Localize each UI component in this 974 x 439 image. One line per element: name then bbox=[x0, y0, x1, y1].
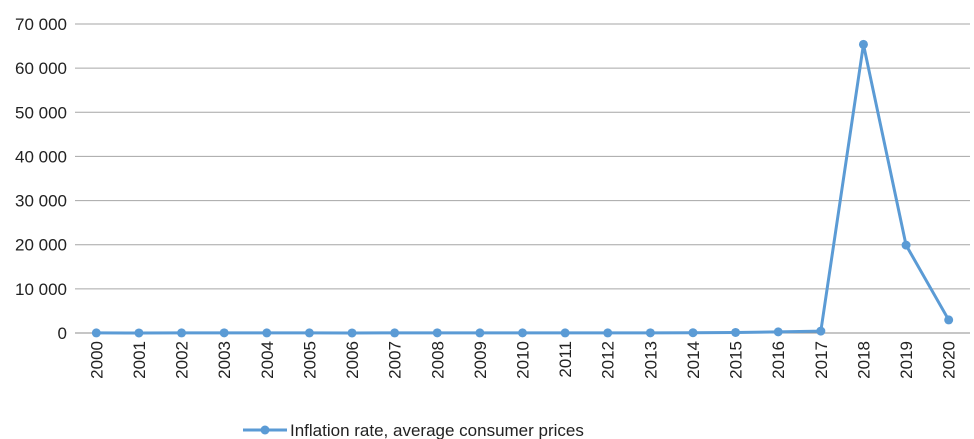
x-tick-label: 2007 bbox=[386, 341, 405, 379]
y-tick-label: 70 000 bbox=[15, 15, 67, 34]
data-point bbox=[603, 328, 613, 338]
x-tick-label: 2001 bbox=[130, 341, 149, 379]
data-point bbox=[91, 328, 101, 338]
data-point bbox=[177, 328, 187, 338]
legend-marker bbox=[260, 425, 270, 435]
series-line bbox=[96, 42, 950, 335]
data-point bbox=[475, 328, 485, 338]
x-tick-label: 2014 bbox=[684, 341, 703, 379]
data-point bbox=[262, 328, 272, 338]
x-tick-label: 2017 bbox=[812, 341, 831, 379]
x-tick-label: 2006 bbox=[343, 341, 362, 379]
y-axis-ticks: 0 10 000 20 000 30 000 40 000 50 000 60 000 70 … bbox=[15, 15, 67, 343]
y-tick-label: 10 000 bbox=[15, 280, 67, 299]
y-tick-label: 40 000 bbox=[15, 147, 67, 166]
x-tick-label: 2019 bbox=[897, 341, 916, 379]
x-tick-label: 2012 bbox=[599, 341, 618, 379]
data-point bbox=[901, 240, 911, 250]
data-point bbox=[304, 328, 314, 338]
y-tick-label: 30 000 bbox=[15, 192, 67, 211]
y-tick-label: 50 000 bbox=[15, 103, 67, 122]
y-tick-label: 60 000 bbox=[15, 59, 67, 78]
x-tick-label: 2004 bbox=[258, 341, 277, 379]
data-point bbox=[816, 326, 826, 336]
data-point bbox=[518, 328, 527, 338]
data-point bbox=[347, 328, 357, 338]
data-point bbox=[134, 328, 144, 338]
data-point bbox=[773, 327, 783, 337]
data-point bbox=[645, 328, 655, 338]
data-point bbox=[858, 39, 868, 49]
data-point bbox=[731, 327, 741, 337]
x-tick-label: 2018 bbox=[854, 341, 873, 379]
data-point bbox=[688, 328, 698, 338]
x-tick-label: 2003 bbox=[215, 341, 234, 379]
series-group bbox=[91, 39, 954, 338]
data-point bbox=[432, 328, 442, 338]
data-point bbox=[944, 315, 954, 325]
x-tick-label: 2015 bbox=[727, 341, 746, 379]
x-tick-label: 2009 bbox=[471, 341, 490, 379]
x-tick-label: 2010 bbox=[514, 341, 533, 379]
x-tick-label: 2005 bbox=[300, 341, 319, 379]
x-tick-label: 2000 bbox=[87, 341, 106, 379]
data-point bbox=[390, 328, 400, 338]
x-tick-label: 2011 bbox=[556, 341, 575, 378]
x-axis-ticks: 2000 2001 2002 2003 2004 2005 2006 2007 2008 2009… bbox=[87, 341, 958, 379]
legend: Inflation rate, average consumer prices bbox=[243, 421, 584, 439]
x-tick-label: 2016 bbox=[769, 341, 788, 379]
gridlines bbox=[75, 23, 970, 334]
data-point bbox=[560, 328, 570, 338]
x-tick-label: 2002 bbox=[173, 341, 192, 379]
x-tick-label: 2013 bbox=[641, 341, 660, 379]
legend-label: Inflation rate, average consumer prices bbox=[290, 421, 584, 439]
x-tick-label: 2008 bbox=[428, 341, 447, 379]
y-tick-label: 20 000 bbox=[15, 236, 67, 255]
data-point bbox=[219, 328, 229, 338]
y-tick-label: 0 bbox=[58, 324, 67, 343]
x-tick-label: 2020 bbox=[940, 341, 959, 379]
